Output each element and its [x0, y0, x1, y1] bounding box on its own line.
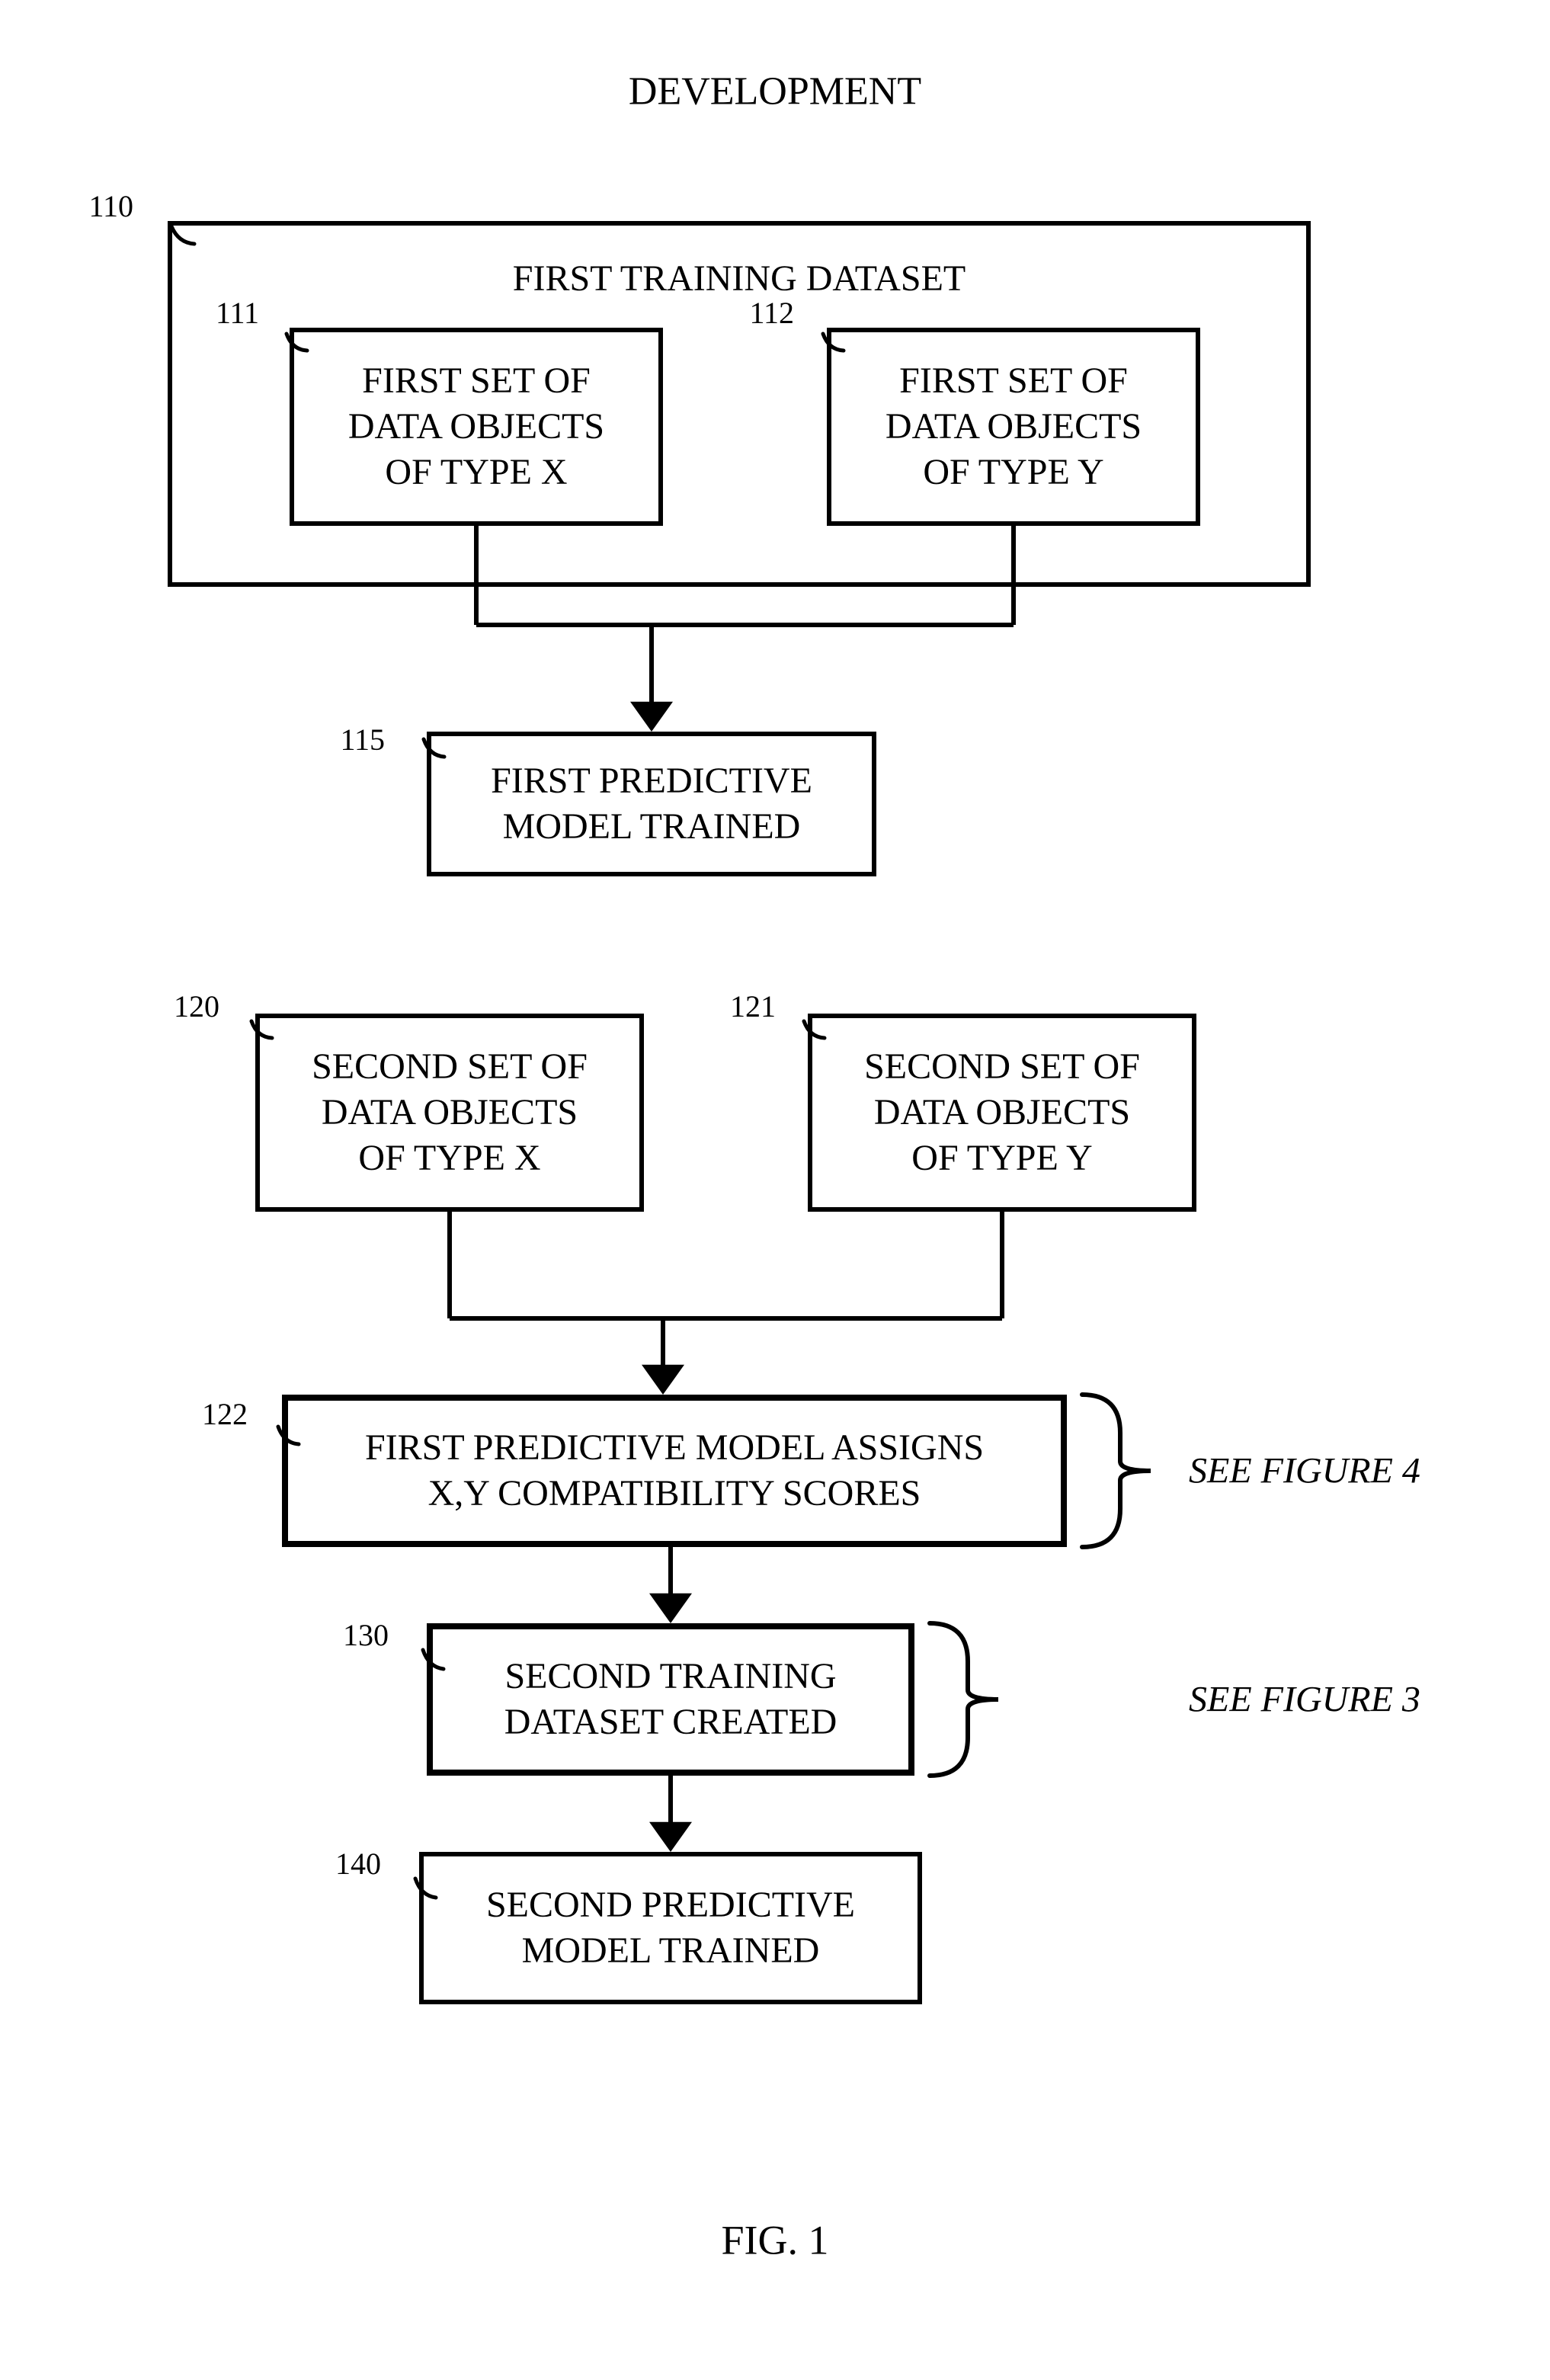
ref-121: 121: [730, 988, 776, 1024]
ref-120: 120: [174, 988, 219, 1024]
box-second-training-dataset-created-label: SECOND TRAINING DATASET CREATED: [504, 1654, 837, 1745]
figure-label: FIG. 1: [721, 2215, 828, 2266]
box-second-set-type-y-label: SECOND SET OF DATA OBJECTS OF TYPE Y: [864, 1044, 1140, 1181]
ref-140: 140: [335, 1846, 381, 1882]
box-assigns-compatibility-scores-label: FIRST PREDICTIVE MODEL ASSIGNS X,Y COMPA…: [365, 1425, 984, 1517]
ref-130: 130: [343, 1617, 389, 1653]
box-first-predictive-model-trained: FIRST PREDICTIVE MODEL TRAINED: [427, 732, 876, 876]
see-figure-3-label: SEE FIGURE 3: [1189, 1679, 1420, 1721]
box-second-set-type-x-label: SECOND SET OF DATA OBJECTS OF TYPE X: [312, 1044, 588, 1181]
diagram-title: DEVELOPMENT: [629, 67, 921, 117]
box-first-set-type-y-label: FIRST SET OF DATA OBJECTS OF TYPE Y: [885, 358, 1142, 495]
ref-111: 111: [216, 295, 259, 331]
ref-122: 122: [202, 1396, 248, 1432]
box-second-training-dataset-created: SECOND TRAINING DATASET CREATED: [427, 1623, 914, 1776]
box-first-set-type-x-label: FIRST SET OF DATA OBJECTS OF TYPE X: [348, 358, 604, 495]
box-first-set-type-y: FIRST SET OF DATA OBJECTS OF TYPE Y: [827, 328, 1200, 526]
page: DEVELOPMENT FIRST TRAINING DATASET FIRST…: [0, 0, 1550, 2380]
box-second-predictive-model-trained: SECOND PREDICTIVE MODEL TRAINED: [419, 1852, 922, 2004]
box-assigns-compatibility-scores: FIRST PREDICTIVE MODEL ASSIGNS X,Y COMPA…: [282, 1395, 1067, 1547]
box-first-set-type-x: FIRST SET OF DATA OBJECTS OF TYPE X: [290, 328, 663, 526]
box-first-predictive-model-trained-label: FIRST PREDICTIVE MODEL TRAINED: [491, 758, 812, 850]
box-second-set-type-y: SECOND SET OF DATA OBJECTS OF TYPE Y: [808, 1014, 1196, 1212]
see-figure-4-label: SEE FIGURE 4: [1189, 1450, 1420, 1492]
ref-115: 115: [340, 722, 385, 758]
box-second-set-type-x: SECOND SET OF DATA OBJECTS OF TYPE X: [255, 1014, 644, 1212]
box-first-training-dataset-label: FIRST TRAINING DATASET: [513, 256, 966, 302]
box-second-predictive-model-trained-label: SECOND PREDICTIVE MODEL TRAINED: [486, 1882, 855, 1974]
ref-110: 110: [88, 188, 133, 224]
ref-112: 112: [749, 295, 794, 331]
